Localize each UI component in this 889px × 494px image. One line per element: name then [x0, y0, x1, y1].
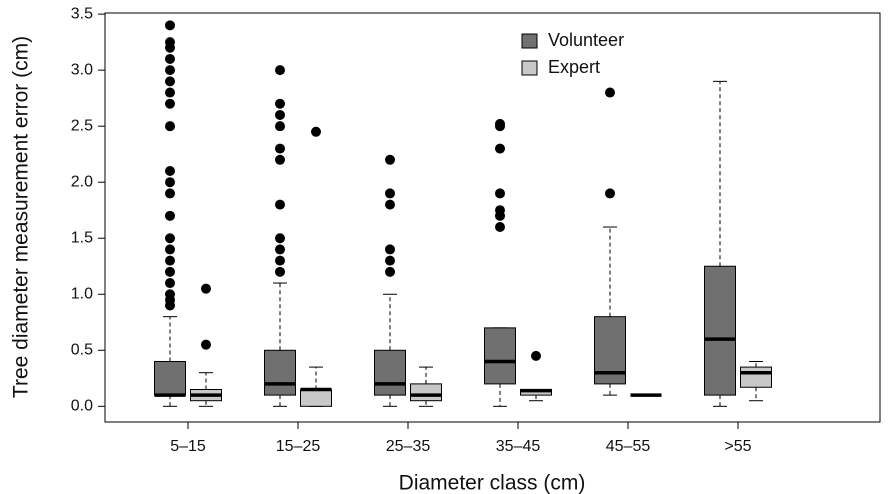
box: [264, 349, 296, 396]
outlier: [165, 177, 175, 188]
outlier: [275, 65, 285, 76]
legend-label: Volunteer: [548, 30, 624, 50]
outlier: [385, 244, 395, 255]
outlier: [275, 233, 285, 244]
y-tick-label: 3.0: [71, 61, 93, 78]
outlier: [385, 266, 395, 277]
outlier: [275, 244, 285, 255]
outlier: [311, 126, 321, 137]
outlier: [165, 98, 175, 109]
outlier: [165, 289, 175, 300]
y-tick-label: 2.5: [71, 117, 93, 134]
box: [374, 349, 406, 396]
outlier: [165, 76, 175, 87]
y-tick-label: 1.5: [71, 229, 93, 246]
outlier: [275, 109, 285, 120]
outlier: [165, 210, 175, 221]
box: [740, 366, 772, 388]
y-tick-label: 1.0: [71, 285, 93, 302]
outlier: [385, 199, 395, 210]
box: [484, 327, 516, 385]
outlier: [275, 199, 285, 210]
outlier: [165, 165, 175, 176]
legend-swatch: [521, 60, 538, 76]
outlier: [275, 98, 285, 109]
outlier: [495, 222, 505, 233]
outlier: [275, 266, 285, 277]
outlier: [531, 350, 541, 361]
outlier: [165, 278, 175, 289]
outlier: [165, 87, 175, 98]
outlier: [605, 188, 615, 199]
x-tick-label: >55: [724, 438, 751, 455]
x-tick-label: 5–15: [170, 438, 206, 455]
y-tick-label: 2.0: [71, 173, 93, 190]
outlier: [495, 188, 505, 199]
outlier: [165, 121, 175, 132]
outlier: [165, 266, 175, 277]
outlier: [201, 283, 211, 294]
x-tick-label: 45–55: [606, 438, 651, 455]
outlier: [165, 233, 175, 244]
outlier: [165, 255, 175, 266]
box: [704, 265, 736, 396]
outlier: [385, 154, 395, 165]
outlier: [275, 154, 285, 165]
outlier: [165, 53, 175, 64]
outlier: [385, 255, 395, 266]
y-tick-label: 0.5: [71, 342, 93, 359]
y-axis-title: Tree diameter measurement error (cm): [10, 36, 33, 398]
outlier: [201, 339, 211, 350]
y-tick-label: 3.5: [71, 5, 93, 22]
outlier: [495, 205, 505, 216]
outlier: [165, 188, 175, 199]
outlier: [495, 118, 505, 129]
x-axis-title: Diameter class (cm): [399, 472, 586, 494]
outlier: [275, 255, 285, 266]
box: [410, 383, 442, 402]
outlier: [165, 244, 175, 255]
outlier: [165, 20, 175, 31]
outlier: [165, 37, 175, 48]
x-tick-label: 15–25: [276, 438, 321, 455]
outlier: [275, 121, 285, 132]
outlier: [605, 87, 615, 98]
legend-label: Expert: [548, 57, 600, 77]
outlier: [385, 188, 395, 199]
outlier: [165, 65, 175, 76]
y-tick-label: 0.0: [71, 398, 93, 415]
legend-swatch: [521, 33, 538, 49]
x-tick-label: 25–35: [386, 438, 431, 455]
outlier: [495, 143, 505, 154]
box: [300, 389, 332, 407]
box: [154, 360, 186, 396]
plot-frame: [104, 12, 881, 423]
x-tick-label: 35–45: [496, 438, 541, 455]
outlier: [275, 143, 285, 154]
